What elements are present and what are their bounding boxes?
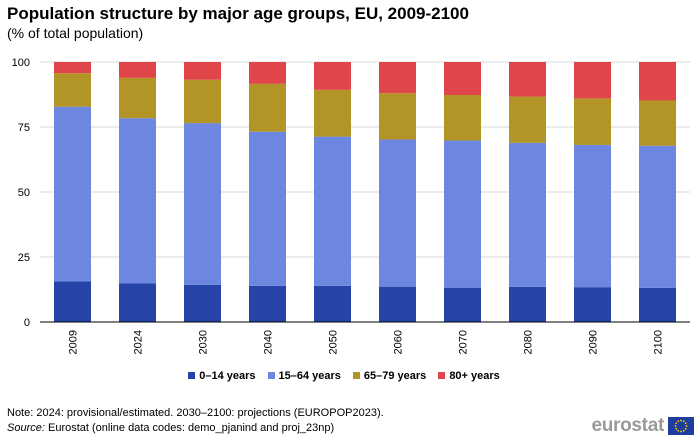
bar-segment — [639, 145, 676, 288]
bar-segment — [314, 89, 351, 137]
x-tick-label: 2050 — [328, 330, 340, 354]
bar-segment — [379, 139, 416, 287]
source-label: Source: — [7, 422, 45, 434]
bar-segment — [184, 79, 221, 124]
bar-segment — [574, 62, 611, 99]
legend-swatch — [438, 372, 446, 379]
bar-segment — [184, 123, 221, 285]
bar-segment — [249, 285, 286, 322]
bar-segment — [444, 95, 481, 141]
flag-star — [684, 427, 687, 430]
footnote: Note: 2024: provisional/estimated. 2030–… — [7, 407, 384, 419]
bar-segment — [444, 62, 481, 96]
bar-segment — [184, 284, 221, 322]
flag-star — [674, 425, 677, 427]
bar-segment — [54, 62, 91, 74]
flag-star — [682, 420, 685, 423]
bar-segment — [639, 100, 676, 146]
legend-label: 0–14 years — [199, 370, 256, 382]
chart-subtitle: (% of total population) — [7, 25, 144, 41]
bar-segment — [574, 287, 611, 322]
bar-segment — [119, 118, 156, 284]
x-tick-label: 2070 — [458, 330, 470, 354]
x-tick-label: 2060 — [393, 330, 405, 354]
flag-star — [677, 420, 680, 423]
x-tick-label: 2090 — [588, 330, 600, 354]
eu-stars-icon — [674, 419, 688, 433]
bar-segment — [119, 62, 156, 78]
bar-segment — [54, 281, 91, 322]
bar-segment — [379, 62, 416, 94]
x-tick-label: 2080 — [523, 330, 535, 354]
source-text: Eurostat (online data codes: demo_pjanin… — [47, 422, 335, 434]
chart-title: Population structure by major age groups… — [7, 4, 469, 23]
bar-segment — [184, 62, 221, 80]
bar-segment — [379, 93, 416, 140]
bar-segment — [444, 140, 481, 288]
x-tick-label: 2030 — [198, 330, 210, 354]
flag-star — [682, 429, 685, 432]
source-line: Source: Eurostat (online data codes: dem… — [7, 422, 334, 434]
x-tick-label: 2009 — [68, 330, 80, 354]
flag-star — [684, 422, 687, 425]
stacked-bar-chart: 0 25 50 75 100 2009 2024 2030 2040 2050 2060 2070 20… — [12, 57, 690, 354]
bar-segment — [379, 286, 416, 322]
bar-segment — [54, 106, 91, 282]
bar-segment — [639, 287, 676, 322]
y-tick-label: 75 — [18, 122, 30, 134]
chart-legend: 0–14 years 15–64 years 65–79 years 80+ year… — [0, 370, 700, 382]
x-tick-label: 2024 — [133, 330, 145, 354]
bar-segment — [314, 285, 351, 322]
legend-label: 65–79 years — [363, 370, 427, 382]
bar-segment — [314, 62, 351, 90]
flag-star — [680, 430, 682, 433]
flag-star — [680, 419, 682, 422]
x-tick-label: 2100 — [653, 330, 665, 354]
y-tick-label: 100 — [12, 57, 30, 69]
bar-segment — [509, 62, 546, 97]
bar-segment — [509, 142, 546, 287]
legend-item: 80+ years — [438, 370, 500, 382]
bar-segment — [54, 73, 91, 107]
bar-segment — [314, 136, 351, 286]
logo-text: eurostat — [591, 415, 664, 436]
flag-star — [675, 427, 678, 430]
bar-segment — [249, 83, 286, 132]
bar-segment — [249, 62, 286, 84]
bar-segment — [639, 62, 676, 101]
legend-swatch — [352, 372, 360, 379]
y-tick-label: 0 — [24, 317, 30, 329]
eu-flag-icon — [668, 417, 694, 435]
y-tick-label: 25 — [18, 252, 30, 264]
bar-segment — [444, 287, 481, 322]
legend-swatch — [267, 372, 275, 379]
flag-star — [675, 422, 678, 425]
legend-item: 65–79 years — [352, 370, 427, 382]
eurostat-logo: eurostat — [591, 415, 694, 436]
legend-label: 15–64 years — [278, 370, 341, 382]
legend-label: 80+ years — [449, 370, 500, 382]
flag-star — [685, 425, 688, 427]
y-tick-label: 50 — [18, 187, 30, 199]
bar-segment — [509, 96, 546, 143]
flag-star — [677, 429, 680, 432]
bar-segment — [574, 144, 611, 288]
x-tick-label: 2040 — [263, 330, 275, 354]
bar-segment — [249, 131, 286, 286]
bar-segment — [119, 283, 156, 322]
bar-segment — [119, 77, 156, 119]
legend-swatch — [188, 372, 196, 379]
legend-item: 15–64 years — [267, 370, 341, 382]
bar-segment — [509, 286, 546, 322]
legend-item: 0–14 years — [188, 370, 256, 382]
bar-segment — [574, 98, 611, 145]
